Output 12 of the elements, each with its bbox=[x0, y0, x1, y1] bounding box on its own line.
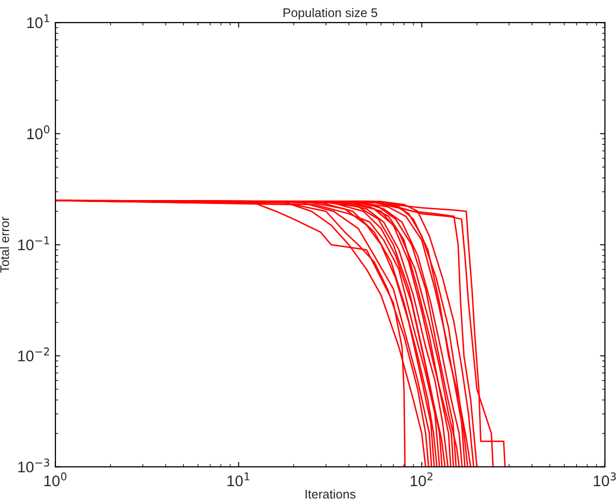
y-tick-label: 10$^{−2}$ bbox=[18, 347, 49, 362]
y-tick-label: 10$^{−1}$ bbox=[18, 236, 50, 250]
y-tick-label: 10$^{1}$ bbox=[27, 14, 50, 28]
y-axis-title: Total error bbox=[0, 216, 10, 273]
x-tick-label: 10$^{3}$ bbox=[594, 472, 616, 486]
y-tick-label: 10$^{0}$ bbox=[27, 125, 50, 140]
x-tick-label: 10$^{0}$ bbox=[44, 472, 66, 486]
x-tick-label: 10$^{1}$ bbox=[228, 472, 250, 486]
y-tick-label: 10$^{−3}$ bbox=[18, 458, 50, 472]
chart-title: Population size 5 bbox=[284, 8, 378, 20]
x-axis-title: Iterations bbox=[306, 489, 356, 499]
x-tick-label: 10$^{2}$ bbox=[410, 472, 432, 486]
